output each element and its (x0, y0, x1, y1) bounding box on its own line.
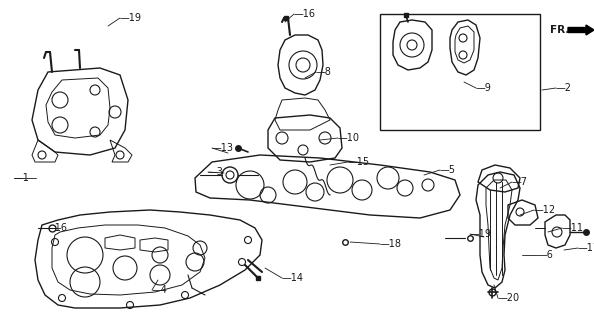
Text: —13: —13 (212, 143, 234, 153)
Text: —18: —18 (380, 239, 402, 249)
Text: —11: —11 (562, 223, 584, 233)
Text: —14: —14 (282, 273, 304, 283)
Text: —16: —16 (294, 9, 316, 19)
Bar (380, 14, 540, 130)
Text: —10: —10 (338, 133, 360, 143)
Text: —17: —17 (578, 243, 594, 253)
Text: —20: —20 (498, 293, 520, 303)
Text: —2: —2 (556, 83, 572, 93)
FancyArrow shape (568, 25, 594, 35)
Text: —1: —1 (14, 173, 30, 183)
Text: —16: —16 (46, 223, 68, 233)
Text: —7: —7 (512, 177, 528, 187)
Text: —3: —3 (208, 167, 224, 177)
Text: —8: —8 (316, 67, 332, 77)
Text: FR.: FR. (550, 25, 570, 35)
Text: —19: —19 (120, 13, 142, 23)
Text: —4: —4 (152, 285, 168, 295)
Text: —9: —9 (476, 83, 492, 93)
Text: —12: —12 (534, 205, 556, 215)
Text: —6: —6 (538, 250, 554, 260)
Text: —5: —5 (440, 165, 456, 175)
Text: —15: —15 (348, 157, 370, 167)
Text: —19: —19 (470, 229, 492, 239)
